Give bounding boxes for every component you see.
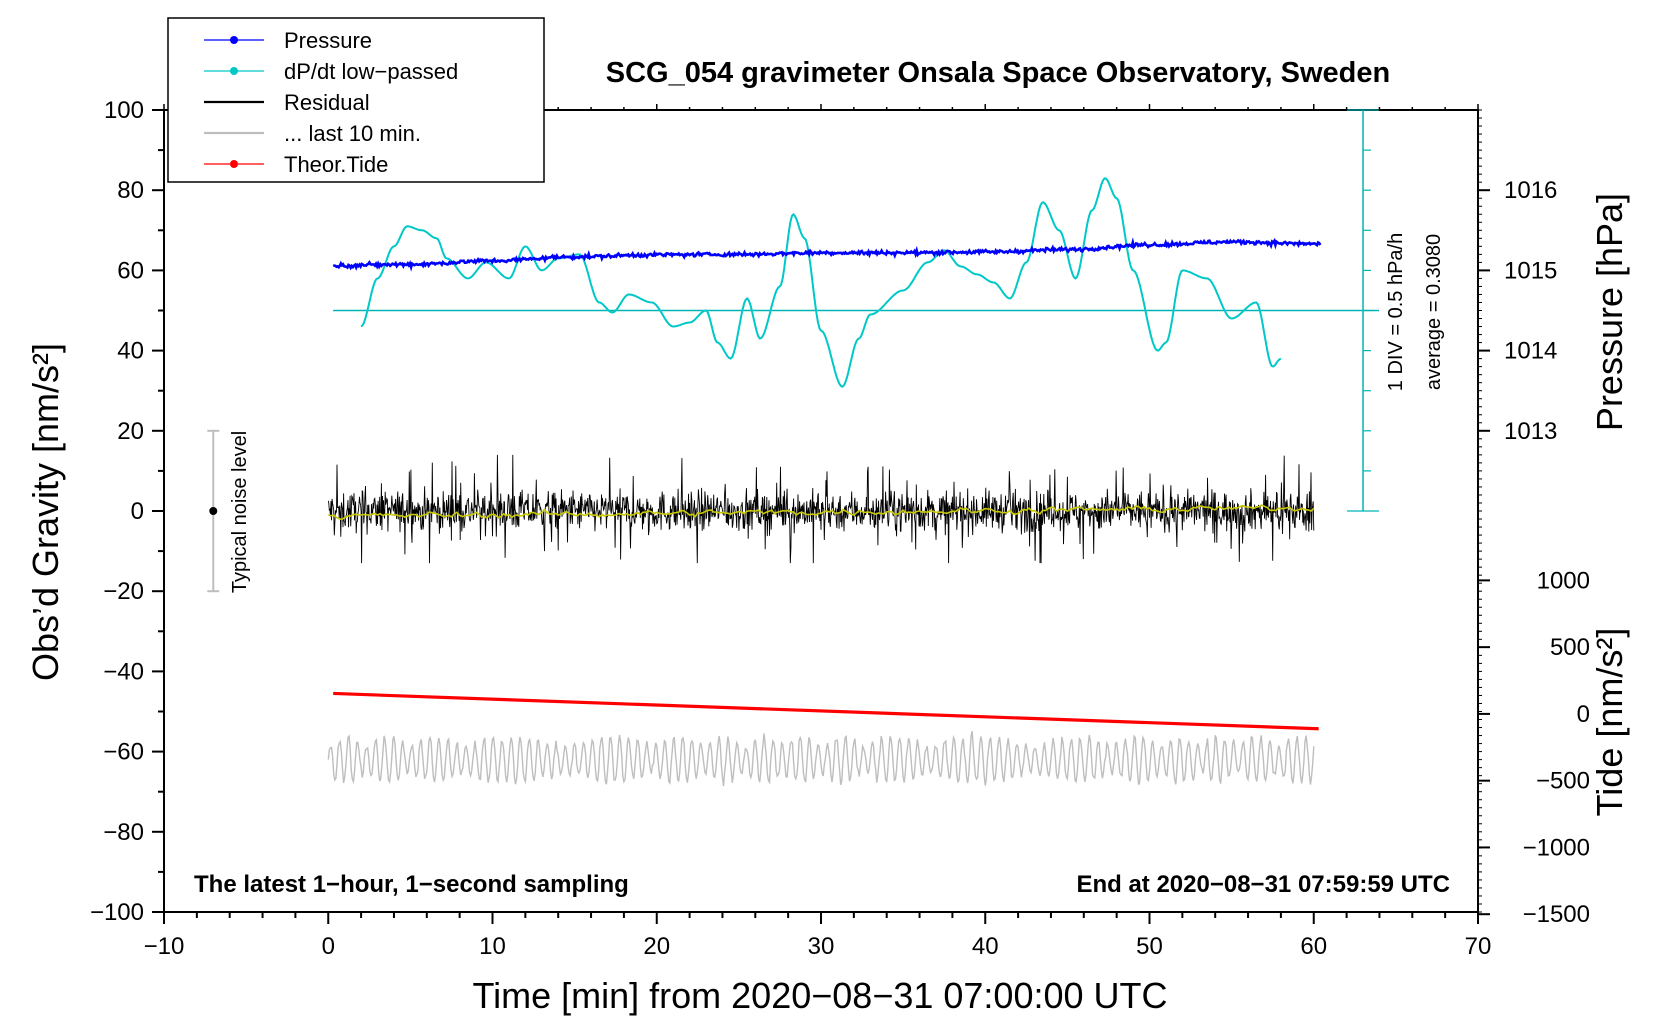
- y-tick-label: −100: [90, 899, 144, 926]
- residual-line: [327, 454, 1315, 564]
- y-tick-label: −60: [103, 739, 144, 766]
- x-tick-label: 70: [1465, 933, 1492, 960]
- dpdt-axis: [333, 109, 1380, 512]
- y-tick-label: 0: [131, 498, 144, 525]
- legend-label: dP/dt low−passed: [284, 59, 458, 84]
- y-tick-label: 80: [117, 177, 144, 204]
- dpdt-scale-label: 1 DIV = 0.5 hPa/h: [1385, 233, 1407, 391]
- legend-marker: [230, 67, 238, 75]
- legend-marker: [230, 36, 238, 44]
- legend-marker: [230, 160, 238, 168]
- tide-tick-label: −500: [1536, 768, 1590, 795]
- end-time-note: End at 2020−08−31 07:59:59 UTC: [1076, 871, 1450, 898]
- y-tick-label: −80: [103, 819, 144, 846]
- legend-label: Pressure: [284, 28, 372, 53]
- sampling-note: The latest 1−hour, 1−second sampling: [194, 871, 629, 898]
- y-tick-label: −20: [103, 578, 144, 605]
- noise-level-label: Typical noise level: [229, 431, 251, 593]
- pressure-axis-label: Pressure [hPa]: [1589, 193, 1630, 431]
- tide-tick-label: 1000: [1537, 567, 1590, 594]
- tide-tick-label: 0: [1577, 701, 1590, 728]
- residual-series: [327, 454, 1315, 564]
- legend-label: Theor.Tide: [284, 152, 388, 177]
- pressure-line: [332, 237, 1322, 272]
- pressure-tick-label: 1015: [1504, 257, 1557, 284]
- x-tick-labels: −10 0 10 20 30 40 50 60 70: [144, 933, 1492, 960]
- tide-axis-label: Tide [nm/s²]: [1589, 628, 1630, 817]
- y-tick-label: −40: [103, 658, 144, 685]
- pressure-tick-labels: 1016 1015 1014 1013: [1504, 177, 1557, 445]
- tide-tick-label: 500: [1550, 634, 1590, 661]
- tide-tick-labels: 1000 500 0 −500 −1000 −1500: [1523, 567, 1590, 928]
- y-tick-label: 40: [117, 338, 144, 365]
- x-tick-label: 60: [1300, 933, 1327, 960]
- axis-ticks: [152, 104, 1490, 924]
- x-tick-label: −10: [144, 933, 185, 960]
- pressure-tick-label: 1014: [1504, 338, 1557, 365]
- pressure-tick-label: 1013: [1504, 418, 1557, 445]
- y-axis-label: Obs’d Gravity [nm/s²]: [25, 343, 66, 681]
- y-tick-labels: 100 80 60 40 20 0 −20 −40 −60 −80 −100: [90, 97, 144, 926]
- tide-tick-label: −1000: [1523, 834, 1590, 861]
- theor-tide-line: [333, 691, 1319, 731]
- dpdt-line: [360, 177, 1282, 388]
- pressure-tick-label: 1016: [1504, 177, 1557, 204]
- x-tick-label: 10: [479, 933, 506, 960]
- legend-label: Residual: [284, 90, 370, 115]
- legend-box: [167, 17, 545, 183]
- dpdt-average-label: average = 0.3080: [1423, 234, 1445, 390]
- x-tick-label: 30: [808, 933, 835, 960]
- x-tick-label: 40: [972, 933, 999, 960]
- y-tick-label: 100: [104, 97, 144, 124]
- x-tick-label: 50: [1136, 933, 1163, 960]
- noise-level-indicator: [207, 429, 220, 593]
- last-10-min-line: [327, 730, 1315, 787]
- residual-filtered-line: [328, 504, 1315, 521]
- last-10-min-series: [327, 730, 1315, 787]
- noise-center-dot: [209, 507, 218, 515]
- chart-title: SCG_054 gravimeter Onsala Space Observat…: [606, 57, 1390, 89]
- tide-tick-label: −1500: [1523, 901, 1590, 928]
- x-tick-label: 0: [322, 933, 335, 960]
- x-axis-label: Time [min] from 2020−08−31 07:00:00 UTC: [472, 975, 1167, 1016]
- legend: Pressure dP/dt low−passed Residual ... last…: [167, 17, 545, 183]
- y-tick-label: 60: [117, 257, 144, 284]
- legend-label: ... last 10 min.: [284, 121, 421, 146]
- line-series: [332, 177, 1322, 731]
- x-tick-label: 20: [643, 933, 670, 960]
- y-tick-label: 20: [117, 418, 144, 445]
